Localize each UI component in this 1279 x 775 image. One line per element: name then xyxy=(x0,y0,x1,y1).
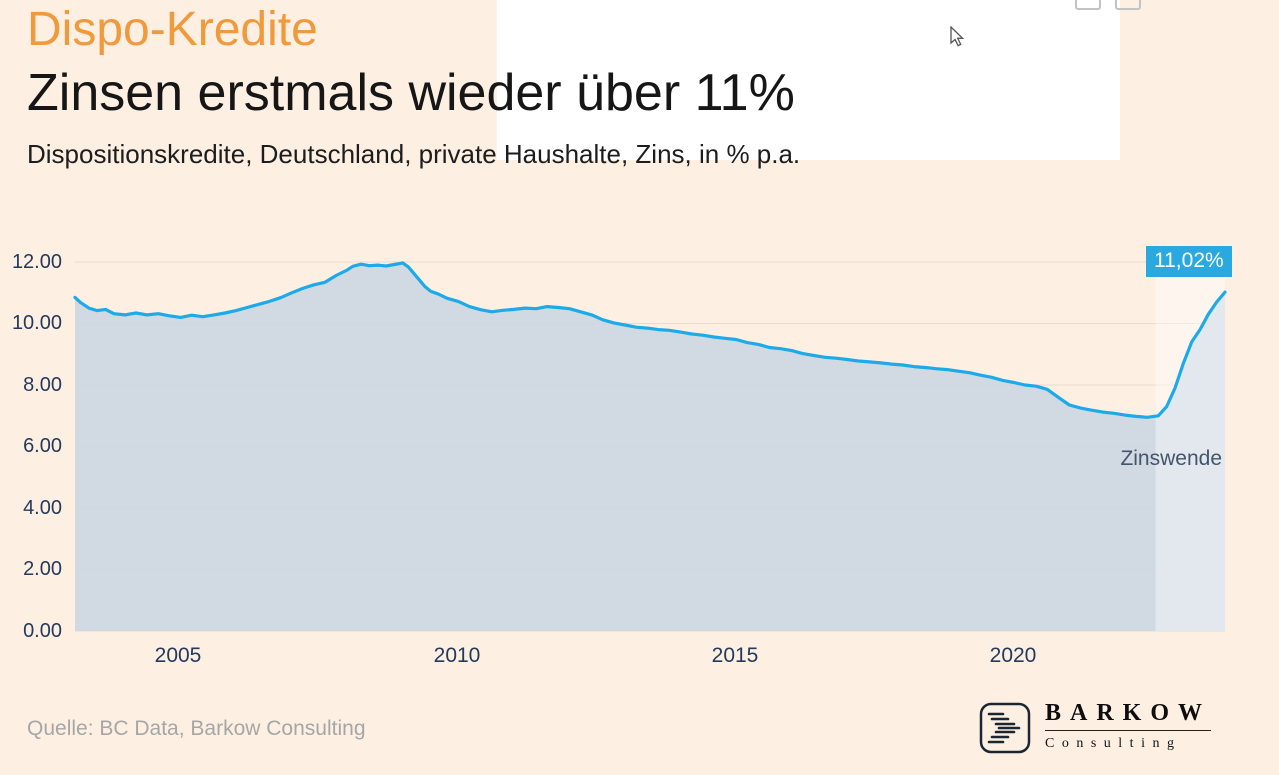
x-axis-tick-label: 2005 xyxy=(154,644,202,667)
y-axis-tick-label: 0.00 xyxy=(23,620,62,642)
x-axis-tick-label: 2010 xyxy=(433,644,481,667)
y-axis-tick-label: 4.00 xyxy=(23,497,62,519)
barkow-logo-text: BARKOW Consulting xyxy=(1045,699,1212,752)
source-note: Quelle: BC Data, Barkow Consulting xyxy=(27,717,366,740)
value-badge: 11,02% xyxy=(1146,246,1232,277)
chart-description: Dispositionskredite, Deutschland, privat… xyxy=(27,139,801,169)
y-axis-tick-label: 8.00 xyxy=(23,374,62,396)
y-axis-tick-label: 6.00 xyxy=(23,435,62,457)
y-axis-tick-label: 10.00 xyxy=(11,312,62,334)
white-background-panel xyxy=(497,0,1120,160)
barkow-logo-icon xyxy=(979,702,1031,754)
x-axis-tick-label: 2020 xyxy=(989,644,1037,667)
y-axis-tick-label: 2.00 xyxy=(23,558,62,580)
zinswende-annotation: Zinswende xyxy=(1120,447,1222,470)
y-axis-tick-label: 12.00 xyxy=(11,251,62,273)
logo-title: BARKOW xyxy=(1045,700,1212,726)
cropped-icon xyxy=(1115,0,1141,10)
cropped-icon xyxy=(1075,0,1101,10)
barkow-logo: BARKOW Consulting xyxy=(978,699,1212,757)
page-subtitle: Zinsen erstmals wieder über 11% xyxy=(27,64,795,122)
logo-subtitle: Consulting xyxy=(1045,730,1212,752)
mouse-cursor-icon xyxy=(950,26,965,47)
x-axis-tick-label: 2015 xyxy=(711,644,759,667)
page-title: Dispo-Kredite xyxy=(27,3,318,56)
cropped-window-icons xyxy=(1075,0,1145,12)
